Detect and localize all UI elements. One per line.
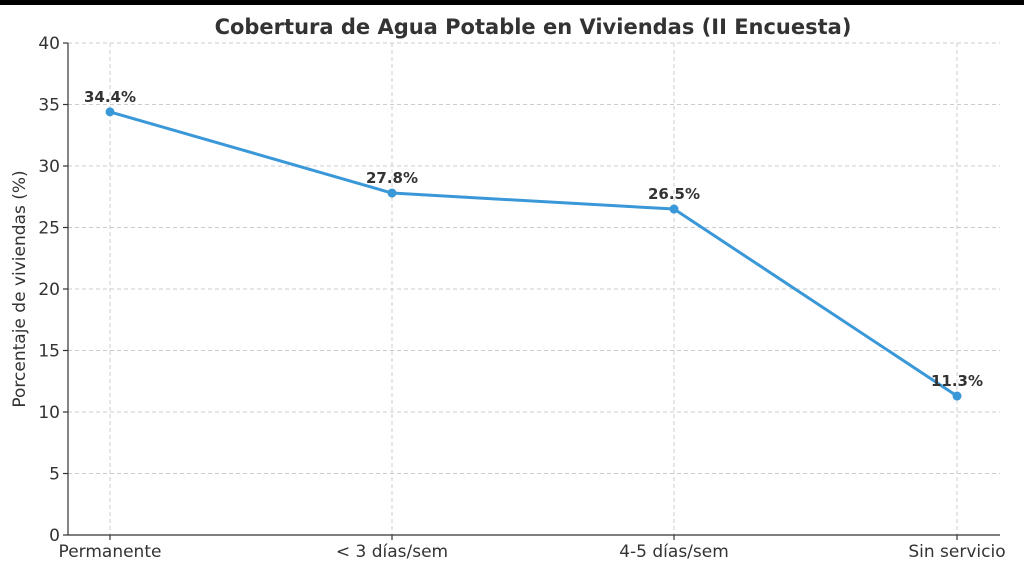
- chart-title: Cobertura de Agua Potable en Viviendas (…: [215, 15, 852, 39]
- y-axis-label: Porcentaje de viviendas (%): [10, 170, 30, 407]
- y-tick-label: 0: [49, 526, 60, 546]
- data-point: [387, 188, 397, 198]
- data-label: 27.8%: [366, 169, 418, 187]
- axes: 0 5 10 15 20 25 30 35 40 Permanente < 3 días/sem 4-…: [38, 34, 1005, 562]
- x-tick-label: Permanente: [59, 542, 162, 562]
- x-tick-label: Sin servicio: [908, 542, 1005, 562]
- y-tick-label: 40: [38, 34, 60, 54]
- data-label: 34.4%: [84, 88, 136, 106]
- data-labels: 34.4% 27.8% 26.5% 11.3%: [84, 88, 983, 390]
- series-layer: [105, 107, 962, 401]
- x-tick-label: 4-5 días/sem: [619, 542, 729, 562]
- data-point: [952, 391, 962, 401]
- x-tick-label: < 3 días/sem: [336, 542, 448, 562]
- grid: [68, 42, 1000, 535]
- y-tick-label: 10: [38, 403, 60, 423]
- data-point: [669, 204, 679, 214]
- top-border: [0, 0, 1024, 5]
- data-label: 26.5%: [648, 185, 700, 203]
- y-tick-label: 30: [38, 157, 60, 177]
- data-label: 11.3%: [931, 372, 983, 390]
- y-tick-label: 35: [38, 96, 60, 116]
- data-point: [105, 107, 115, 117]
- series-line: [108, 110, 959, 398]
- y-tick-label: 15: [38, 342, 60, 362]
- y-tick-label: 25: [38, 219, 60, 239]
- y-tick-label: 20: [38, 280, 60, 300]
- y-tick-label: 5: [49, 465, 60, 485]
